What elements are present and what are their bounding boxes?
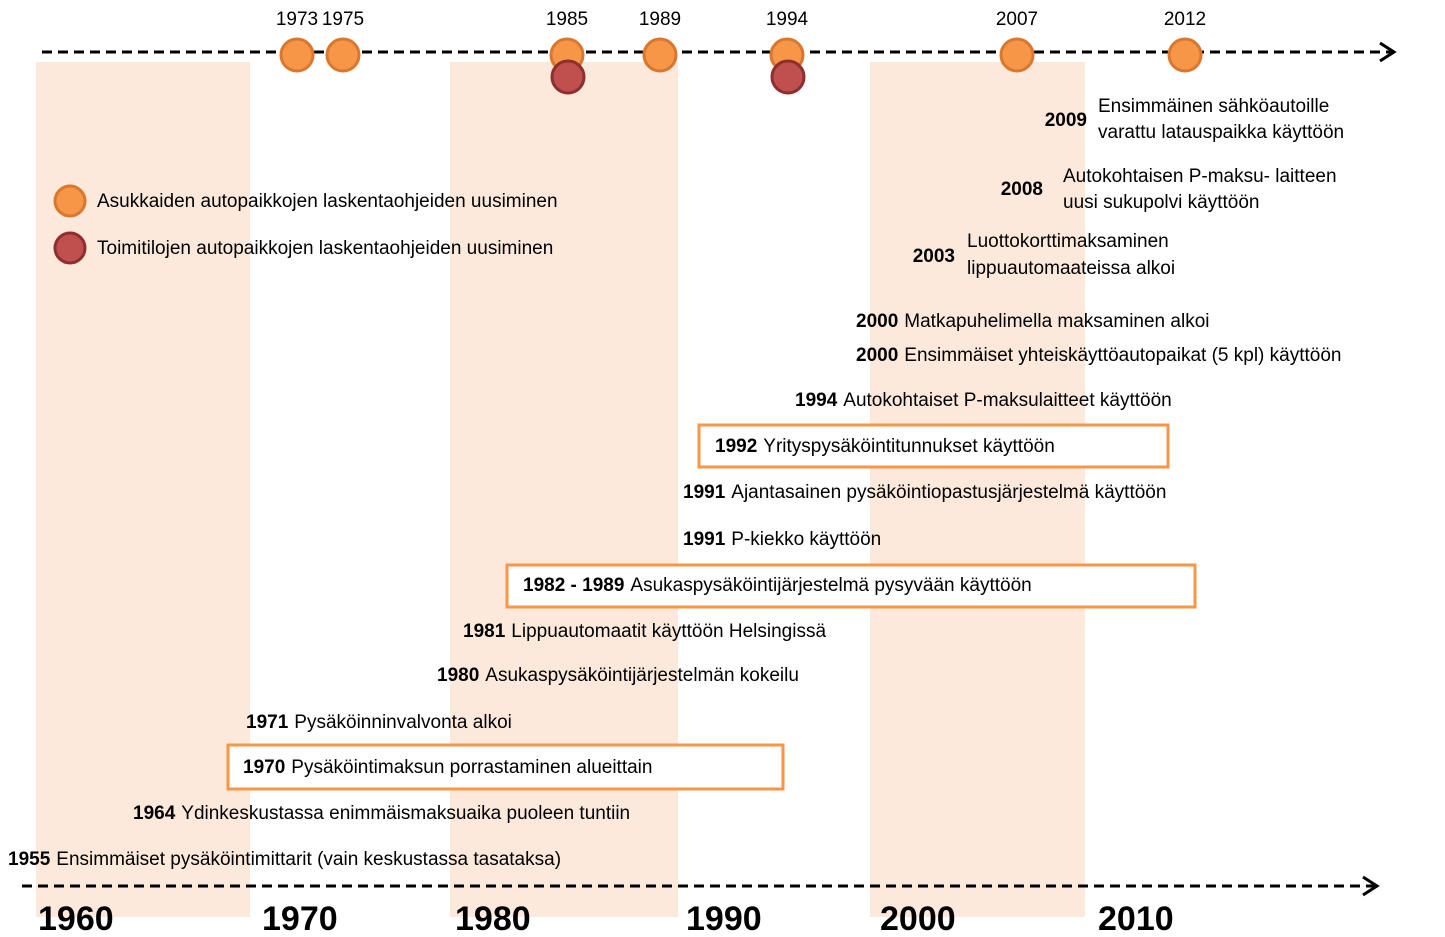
decade-label: 1970 xyxy=(262,900,338,937)
event-text: uusi sukupolvi käyttöön xyxy=(1063,192,1259,213)
event-year: 1971 xyxy=(246,712,289,733)
event: 1980 Asukaspysäköintijärjestelmän kokeilu xyxy=(437,665,799,686)
event-year: 2003 xyxy=(913,246,955,267)
event-box xyxy=(505,563,1197,609)
event: 1982 - 1989 Asukaspysäköintijärjestelmä p… xyxy=(523,575,1032,596)
event-text: Asukaspysäköintijärjestelmä pysyvään käy… xyxy=(630,575,1031,596)
marker-year: 1975 xyxy=(322,9,364,30)
event-text: Matkapuhelimella maksaminen alkoi xyxy=(904,311,1209,332)
event-year: 1992 xyxy=(715,436,757,457)
event: 1970 Pysäköintimaksun porrastaminen aluei… xyxy=(243,757,652,778)
event: 2000 Matkapuhelimella maksaminen alkoi xyxy=(856,311,1209,332)
event-text: Autokohtaisen P-maksu- laitteen xyxy=(1063,166,1337,187)
event-year: 2008 xyxy=(1001,179,1043,200)
marker xyxy=(999,37,1035,73)
event-year: 1991 xyxy=(683,482,726,503)
event: 1971 Pysäköinninvalvonta alkoi xyxy=(246,712,512,733)
marker-year: 1989 xyxy=(639,9,681,30)
event-text: Ajantasainen pysäköintiopastusjärjestelm… xyxy=(731,482,1166,503)
marker-year: 2007 xyxy=(996,9,1038,30)
event-year: 1994 xyxy=(795,390,838,411)
marker xyxy=(550,59,586,95)
legend-label: Toimitilojen autopaikkojen laskentaohjei… xyxy=(97,238,553,259)
event-year: 2000 xyxy=(856,311,898,332)
event: 1992 Yrityspysäköintitunnukset käyttöön xyxy=(715,436,1055,457)
decade-label: 1990 xyxy=(686,900,762,937)
event-box xyxy=(226,743,785,791)
event: 1991 Ajantasainen pysäköintiopastusjärjes… xyxy=(683,482,1166,503)
event-text: Ensimmäiset yhteiskäyttöautopaikat (5 kp… xyxy=(904,345,1341,366)
event: 1994 Autokohtaiset P-maksulaitteet käyttö… xyxy=(795,390,1172,411)
event-text: Ydinkeskustassa enimmäismaksuaika puolee… xyxy=(181,803,630,824)
decade-label: 1960 xyxy=(38,900,114,937)
event: 1981 Lippuautomaatit käyttöön Helsingissä xyxy=(463,621,826,642)
event-text: Autokohtaiset P-maksulaitteet käyttöön xyxy=(843,390,1171,411)
event-year: 1970 xyxy=(243,757,285,778)
event-year: 1982 - 1989 xyxy=(523,575,624,596)
event-year: 1980 xyxy=(437,665,479,686)
event-year: 1991 xyxy=(683,529,726,550)
decade-band xyxy=(870,62,1085,917)
decade-label: 2000 xyxy=(880,900,956,937)
event-text: Pysäköinninvalvonta alkoi xyxy=(294,712,512,733)
arrowhead xyxy=(1379,41,1397,63)
marker xyxy=(325,37,361,73)
decade-label: 1980 xyxy=(455,900,531,937)
marker-year: 2012 xyxy=(1164,9,1206,30)
event-year: 1955 xyxy=(8,849,51,870)
marker xyxy=(770,59,806,95)
event-text: Yrityspysäköintitunnukset käyttöön xyxy=(763,436,1055,457)
event-year: 2009 xyxy=(1045,110,1087,131)
event-text: Lippuautomaatit käyttöön Helsingissä xyxy=(511,621,826,642)
event-year: 2000 xyxy=(856,345,898,366)
legend-label: Asukkaiden autopaikkojen laskentaohjeide… xyxy=(97,191,558,212)
event-text: Ensimmäiset pysäköintimittarit (vain kes… xyxy=(56,849,561,870)
event-year: 1964 xyxy=(133,803,176,824)
event-text: Pysäköintimaksun porrastaminen alueittai… xyxy=(291,757,652,778)
legend-swatch xyxy=(53,231,87,265)
event-text: P-kiekko käyttöön xyxy=(731,529,881,550)
marker-year: 1973 xyxy=(276,9,318,30)
marker-year: 1985 xyxy=(546,9,588,30)
event: 1991 P-kiekko käyttöön xyxy=(683,529,881,550)
decade-label: 2010 xyxy=(1098,900,1174,937)
event-text: Asukaspysäköintijärjestelmän kokeilu xyxy=(485,665,799,686)
legend-swatch xyxy=(53,184,87,218)
event-text: Ensimmäinen sähköautoille xyxy=(1098,96,1329,117)
marker xyxy=(642,37,678,73)
event: 2000 Ensimmäiset yhteiskäyttöautopaikat (… xyxy=(856,345,1342,366)
event: 1964 Ydinkeskustassa enimmäismaksuaika pu… xyxy=(133,803,630,824)
arrowhead xyxy=(1362,875,1380,897)
event-text: lippuautomaateissa alkoi xyxy=(967,258,1175,279)
event-text: varattu latauspaikka käyttöön xyxy=(1098,122,1344,143)
marker xyxy=(279,37,315,73)
event-year: 1981 xyxy=(463,621,506,642)
marker-year: 1994 xyxy=(766,9,809,30)
event: 1955 Ensimmäiset pysäköintimittarit (vain… xyxy=(8,849,561,870)
event-box xyxy=(697,423,1170,469)
marker xyxy=(1167,37,1203,73)
event-text: Luottokorttimaksaminen xyxy=(967,231,1169,252)
